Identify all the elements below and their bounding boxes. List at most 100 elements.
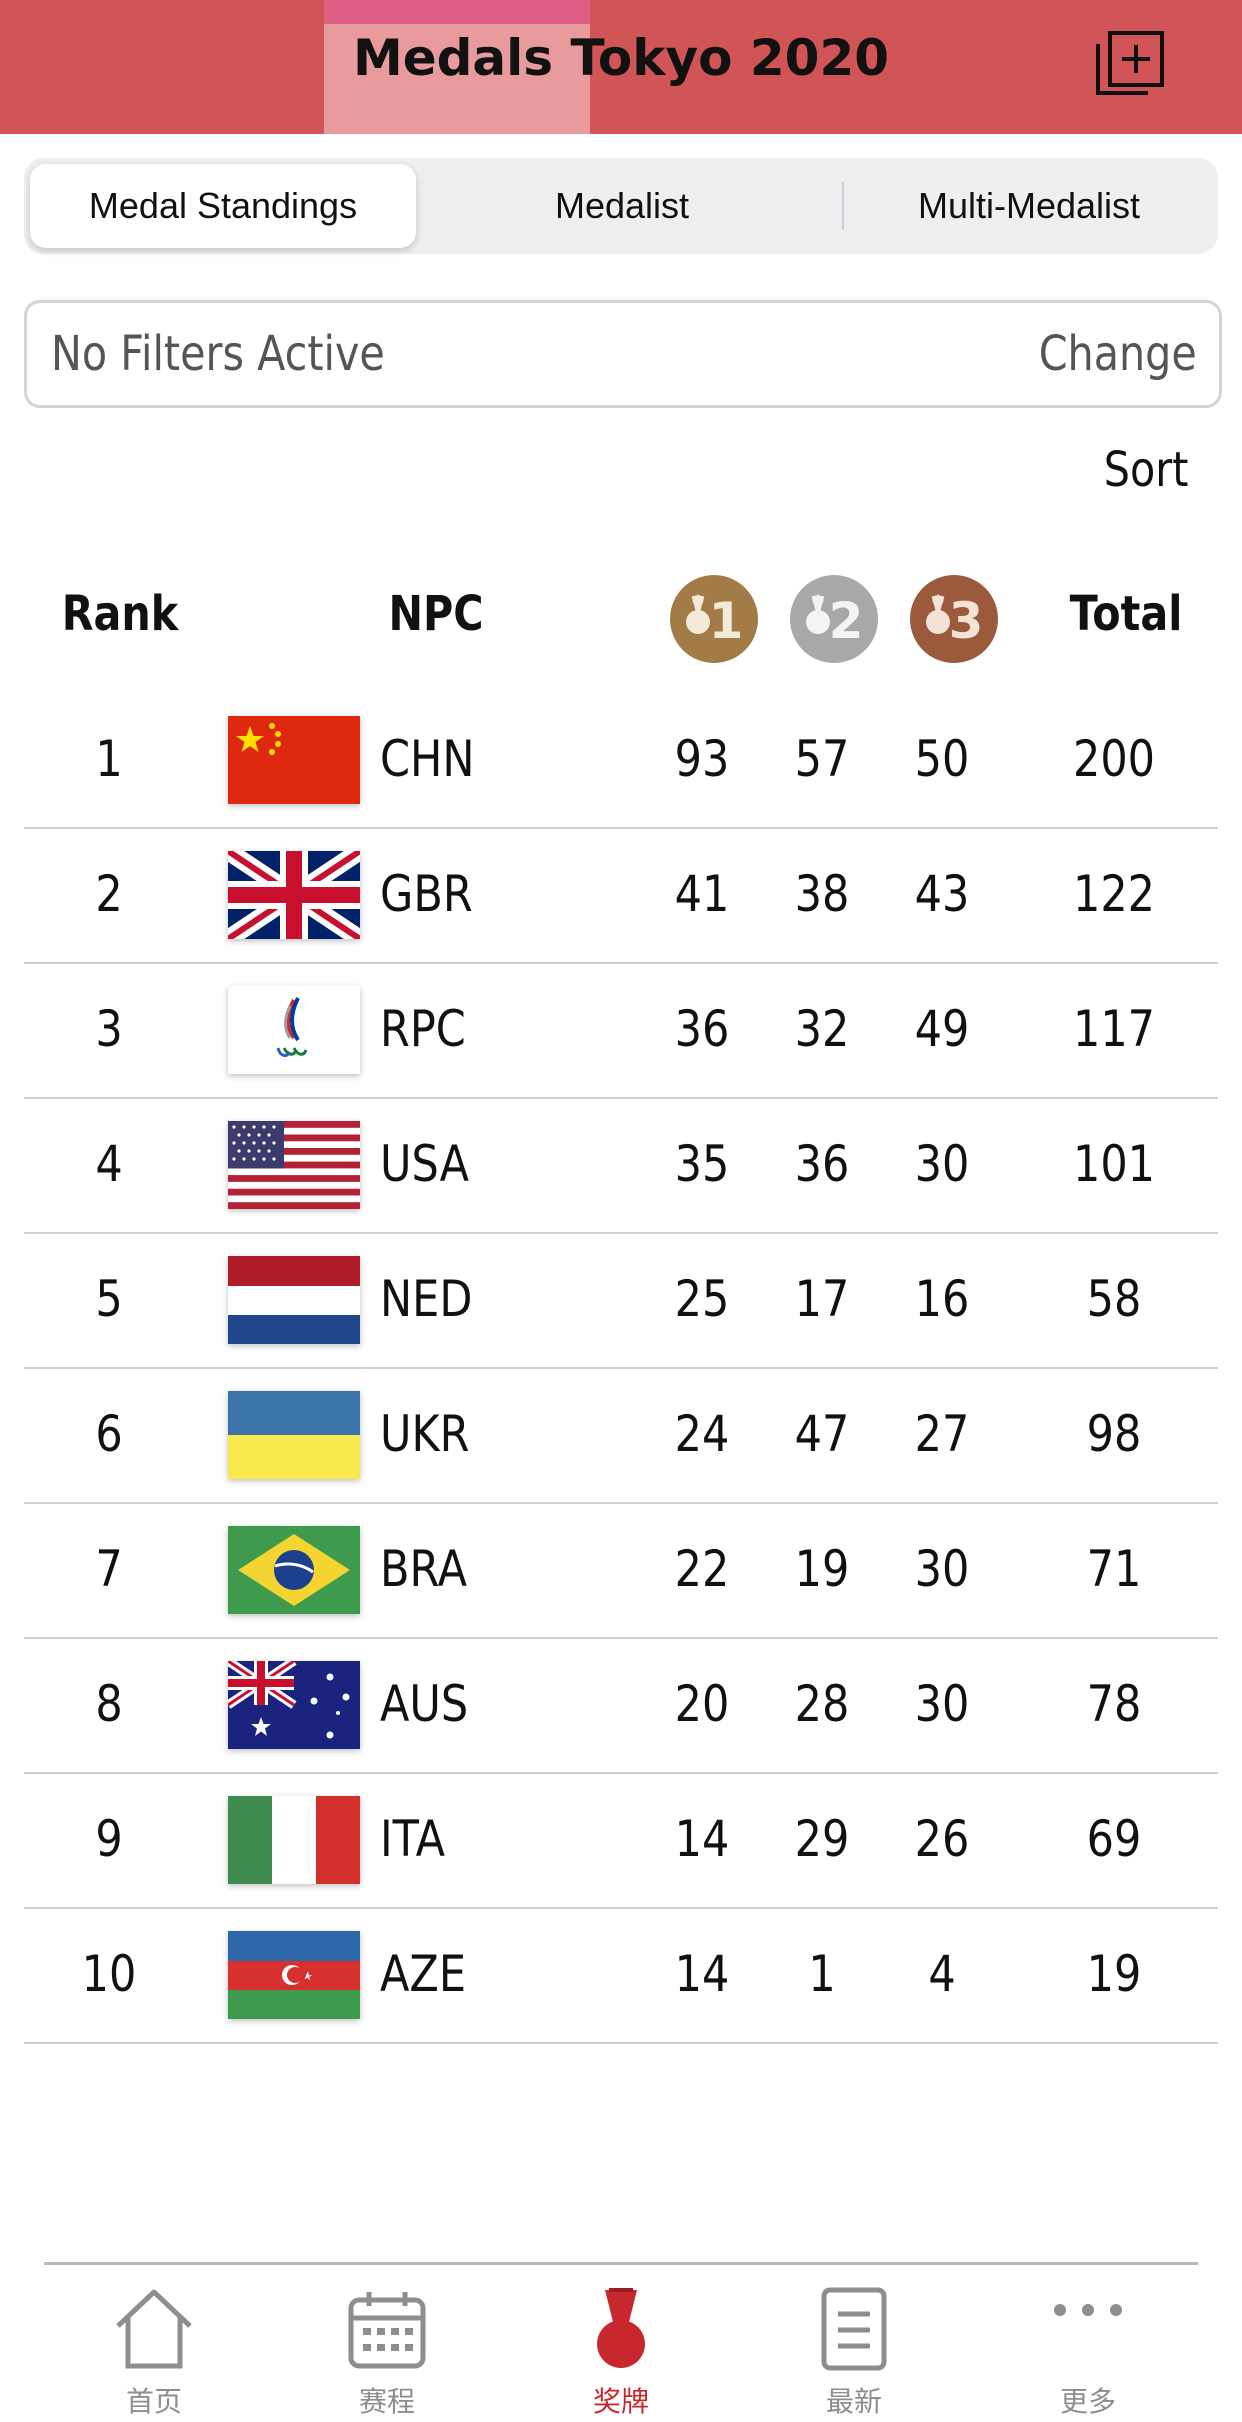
total-count: 71	[1086, 1540, 1142, 1598]
tab-medalist[interactable]: Medalist	[554, 185, 690, 226]
filter-bar[interactable]: No Filters Active Change	[24, 300, 1222, 408]
rank-cell: 3	[95, 1000, 123, 1058]
medal-number: 2	[829, 592, 864, 650]
bronze-medal-icon[interactable]: 3	[908, 574, 1000, 664]
bronze-count: 49	[914, 1000, 970, 1058]
total-count: 117	[1072, 1000, 1156, 1058]
npc-code: ITA	[380, 1810, 446, 1868]
netherlands-flag-icon	[228, 1256, 360, 1344]
silver-count: 17	[794, 1270, 850, 1328]
total-count: 19	[1086, 1945, 1142, 2003]
gold-count: 41	[674, 865, 730, 923]
table-row[interactable]: 5 NED 25 17 16 58	[24, 1232, 1218, 1369]
gold-count: 14	[674, 1810, 730, 1868]
rank-cell: 4	[95, 1135, 123, 1193]
rank-cell: 2	[95, 865, 123, 923]
tabbar-label: 首页	[125, 2386, 182, 2417]
table-row[interactable]: 10 AZE 14 1 4 19	[24, 1907, 1218, 2044]
table-row[interactable]: 7 BRA 22 19 30 71	[24, 1502, 1218, 1639]
total-count: 200	[1072, 730, 1156, 788]
gold-count: 22	[674, 1540, 730, 1598]
tabbar-label: 最新	[825, 2386, 882, 2417]
usa-flag-icon	[228, 1121, 360, 1209]
rank-cell: 8	[95, 1675, 123, 1733]
total-count: 69	[1086, 1810, 1142, 1868]
uk-flag-icon	[228, 851, 360, 939]
china-flag-icon	[228, 716, 360, 804]
gold-count: 25	[674, 1270, 730, 1328]
rank-cell: 1	[95, 730, 123, 788]
bronze-count: 27	[914, 1405, 970, 1463]
app-header: Medals Tokyo 2020	[0, 0, 1242, 134]
tabbar-label: 奖牌	[592, 2386, 649, 2417]
silver-count: 28	[794, 1675, 850, 1733]
tabbar-label: 赛程	[358, 2386, 415, 2417]
share-window-icon[interactable]	[1094, 30, 1166, 96]
gold-count: 93	[674, 730, 730, 788]
npc-code: USA	[380, 1135, 469, 1193]
rank-cell: 10	[81, 1945, 137, 2003]
tabbar-item-home[interactable]: 首页	[74, 2272, 234, 2422]
rank-cell: 5	[95, 1270, 123, 1328]
npc-code: AZE	[380, 1945, 467, 2003]
npc-header: NPC	[388, 586, 484, 642]
tabbar-item-medals[interactable]: 奖牌	[541, 2272, 701, 2422]
npc-code: RPC	[380, 1000, 466, 1058]
gold-medal-icon[interactable]: 1	[668, 574, 760, 664]
table-row[interactable]: 1 CHN 93 57 50 200	[24, 692, 1218, 829]
tabbar-item-more[interactable]: 更多	[1008, 2272, 1168, 2422]
table-row[interactable]: 3 RPC 36 32 49 117	[24, 962, 1218, 1099]
change-filter-button[interactable]: Change	[1038, 326, 1197, 382]
total-count: 122	[1072, 865, 1156, 923]
view-segmented-control: Medal Standings Medalist Multi-Medalist	[24, 158, 1218, 254]
rank-header: Rank	[61, 586, 179, 642]
npc-code: CHN	[380, 730, 475, 788]
tab-medal-standings[interactable]: Medal Standings	[30, 164, 416, 248]
tabbar-item-latest[interactable]: 最新	[774, 2272, 934, 2422]
rank-cell: 7	[95, 1540, 123, 1598]
filter-status: No Filters Active	[51, 326, 385, 382]
italy-flag-icon	[228, 1796, 360, 1884]
npc-code: AUS	[380, 1675, 469, 1733]
table-row[interactable]: 8 AUS 20 28 30 78	[24, 1637, 1218, 1774]
azerbaijan-flag-icon	[228, 1931, 360, 2019]
sort-button[interactable]: Sort	[1103, 442, 1188, 498]
gold-count: 36	[674, 1000, 730, 1058]
bronze-count: 30	[914, 1675, 970, 1733]
gold-count: 14	[674, 1945, 730, 2003]
npc-code: NED	[380, 1270, 473, 1328]
tabbar-item-schedule[interactable]: 赛程	[307, 2272, 467, 2422]
table-row[interactable]: 4 USA 35 36 30 101	[24, 1097, 1218, 1234]
bronze-count: 4	[928, 1945, 956, 2003]
bronze-count: 50	[914, 730, 970, 788]
medal-icon	[597, 2288, 645, 2368]
calendar-icon	[348, 2292, 426, 2369]
rank-cell: 9	[95, 1810, 123, 1868]
npc-code: GBR	[380, 865, 473, 923]
table-row[interactable]: 6 UKR 24 47 27 98	[24, 1367, 1218, 1504]
silver-medal-icon[interactable]: 2	[788, 574, 880, 664]
total-count: 98	[1086, 1405, 1142, 1463]
medal-number: 3	[949, 592, 984, 650]
more-icon	[1054, 2304, 1122, 2316]
tab-multi-medalist[interactable]: Multi-Medalist	[917, 185, 1141, 226]
rpc-flag-icon	[228, 986, 360, 1074]
home-icon	[116, 2289, 192, 2369]
australia-flag-icon	[228, 1661, 360, 1749]
silver-count: 32	[794, 1000, 850, 1058]
segment-divider	[842, 182, 844, 230]
rank-cell: 6	[95, 1405, 123, 1463]
ukraine-flag-icon	[228, 1391, 360, 1479]
page-title: Medals Tokyo 2020	[352, 29, 890, 87]
silver-count: 38	[794, 865, 850, 923]
silver-count: 36	[794, 1135, 850, 1193]
silver-count: 19	[794, 1540, 850, 1598]
brazil-flag-icon	[228, 1526, 360, 1614]
tabbar-divider	[44, 2262, 1198, 2265]
table-row[interactable]: 9 ITA 14 29 26 69	[24, 1772, 1218, 1909]
silver-count: 1	[808, 1945, 836, 2003]
table-row[interactable]: 2 GBR 41 38 43 122	[24, 827, 1218, 964]
total-count: 58	[1086, 1270, 1142, 1328]
total-header: Total	[1069, 586, 1183, 642]
tabbar-label: 更多	[1059, 2386, 1116, 2417]
